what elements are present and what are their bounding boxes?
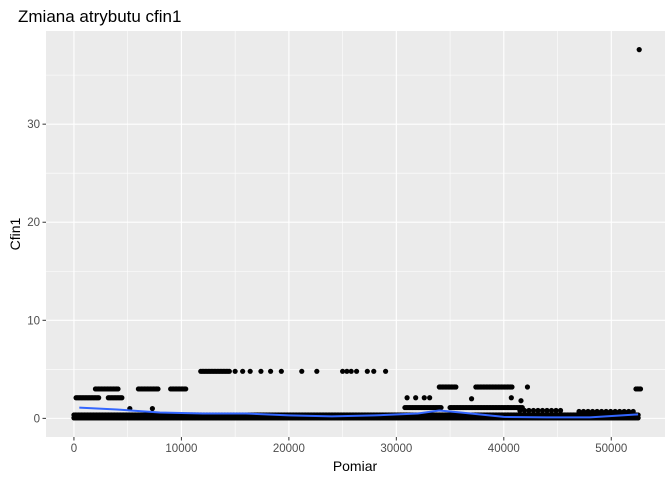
data-point	[539, 407, 546, 414]
data-point	[155, 386, 161, 392]
data-point	[594, 408, 600, 415]
x-axis-ticks: 0 10000 20000 30000 40000 50000	[71, 437, 627, 455]
x-tick-label: 50000	[595, 443, 627, 455]
data-point	[353, 368, 360, 374]
data-point	[576, 408, 582, 415]
y-tick-label: 30	[27, 119, 40, 131]
data-point	[183, 386, 189, 392]
data-point	[553, 407, 559, 414]
data-point	[598, 408, 605, 415]
data-point	[530, 407, 537, 414]
x-tick-label: 20000	[273, 443, 305, 455]
data-point	[612, 408, 618, 415]
data-point	[580, 408, 587, 415]
data-point	[544, 407, 550, 414]
chart-title: Zmiana atrybutu cfin1	[18, 7, 181, 26]
data-point	[524, 384, 531, 390]
data-point	[517, 407, 523, 414]
data-point	[413, 395, 419, 401]
data-point	[278, 368, 284, 374]
x-tick-label: 30000	[380, 443, 412, 455]
data-point	[364, 368, 370, 374]
data-point	[348, 368, 354, 374]
data-point	[427, 395, 433, 401]
data-point	[637, 386, 644, 392]
y-tick-label: 10	[27, 315, 40, 327]
data-point	[636, 47, 642, 53]
x-tick-label: 0	[71, 443, 77, 455]
x-tick-label: 10000	[165, 443, 197, 455]
data-point	[630, 408, 636, 415]
data-point	[299, 368, 305, 374]
data-point	[585, 408, 591, 415]
y-tick-label: 0	[34, 413, 40, 425]
data-point	[626, 408, 632, 415]
data-point	[526, 407, 532, 414]
x-tick-label: 40000	[488, 443, 520, 455]
smooth-trend-line	[79, 406, 639, 419]
data-point	[508, 395, 514, 401]
plot-panel	[46, 31, 665, 437]
data-point	[468, 396, 475, 402]
data-point	[258, 368, 264, 374]
data-point	[344, 368, 350, 374]
y-axis-label: Cfin1	[7, 217, 23, 250]
data-point	[518, 398, 524, 404]
grid-major	[46, 31, 665, 437]
data-point	[617, 408, 623, 415]
data-point	[382, 368, 389, 374]
data-point	[240, 368, 246, 374]
data-point	[247, 368, 253, 374]
data-point	[421, 395, 427, 401]
data-point	[268, 368, 274, 374]
data-point	[453, 384, 459, 390]
data-point	[548, 407, 555, 414]
data-point	[115, 386, 121, 392]
data-point	[371, 368, 377, 374]
data-point	[521, 407, 528, 414]
data-point	[621, 408, 627, 415]
data-point	[96, 395, 102, 401]
data-point	[232, 368, 238, 374]
data-point	[119, 395, 125, 401]
data-point	[149, 405, 155, 412]
data-point	[438, 404, 444, 411]
data-point	[608, 408, 614, 415]
data-point	[404, 395, 410, 401]
data-point	[535, 407, 541, 414]
data-point	[557, 407, 564, 414]
data-point	[226, 368, 232, 374]
y-tick-label: 20	[27, 217, 40, 229]
data-point	[314, 368, 320, 374]
data-point	[509, 384, 515, 390]
data-point	[603, 408, 609, 415]
data-point	[340, 368, 346, 374]
data-point	[589, 408, 596, 415]
y-axis-ticks: 0 10 20 30	[27, 119, 46, 425]
x-axis-label: Pomiar	[333, 458, 378, 474]
